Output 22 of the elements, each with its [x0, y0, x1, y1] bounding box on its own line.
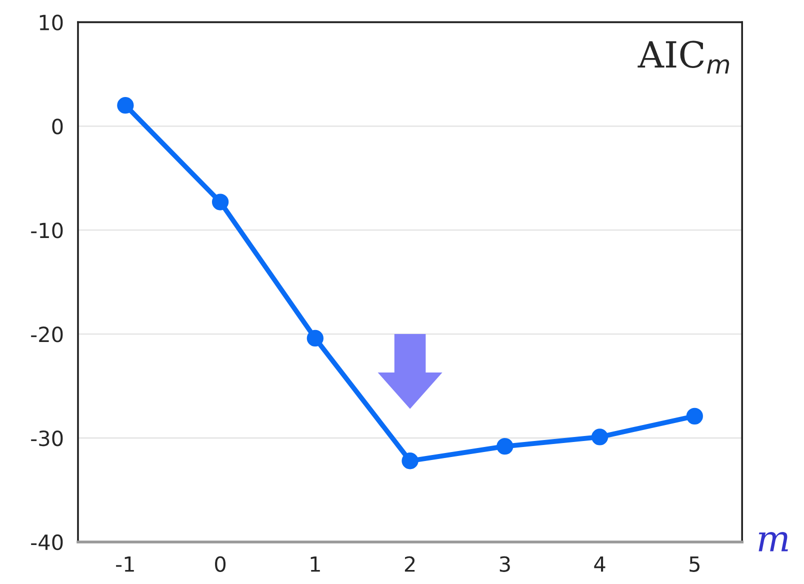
x-tick-label: -1 [116, 556, 134, 572]
y-tick-label: -10 [31, 222, 63, 238]
y-tick-label: -20 [31, 326, 63, 342]
x-tick-label: 0 [215, 556, 226, 572]
x-tick-label: 5 [690, 556, 700, 572]
x-tick-label: 4 [594, 556, 606, 572]
point [686, 408, 703, 425]
x-axis-title: m [758, 532, 788, 552]
x-tick-label: 2 [404, 556, 415, 572]
x-tick-label: 3 [500, 556, 510, 572]
point [212, 194, 229, 210]
y-tick-label: 10 [40, 14, 63, 30]
point [306, 330, 324, 347]
y-tick-label: -30 [31, 430, 63, 446]
y-tick-label: -40 [31, 534, 63, 550]
point [402, 452, 418, 470]
point [496, 438, 514, 455]
y-tick-label: 0 [52, 118, 63, 134]
x-tick-label: 1 [310, 556, 320, 572]
point [591, 428, 608, 446]
point [117, 97, 134, 114]
annotation: AIC$_{m}$ [638, 40, 730, 74]
